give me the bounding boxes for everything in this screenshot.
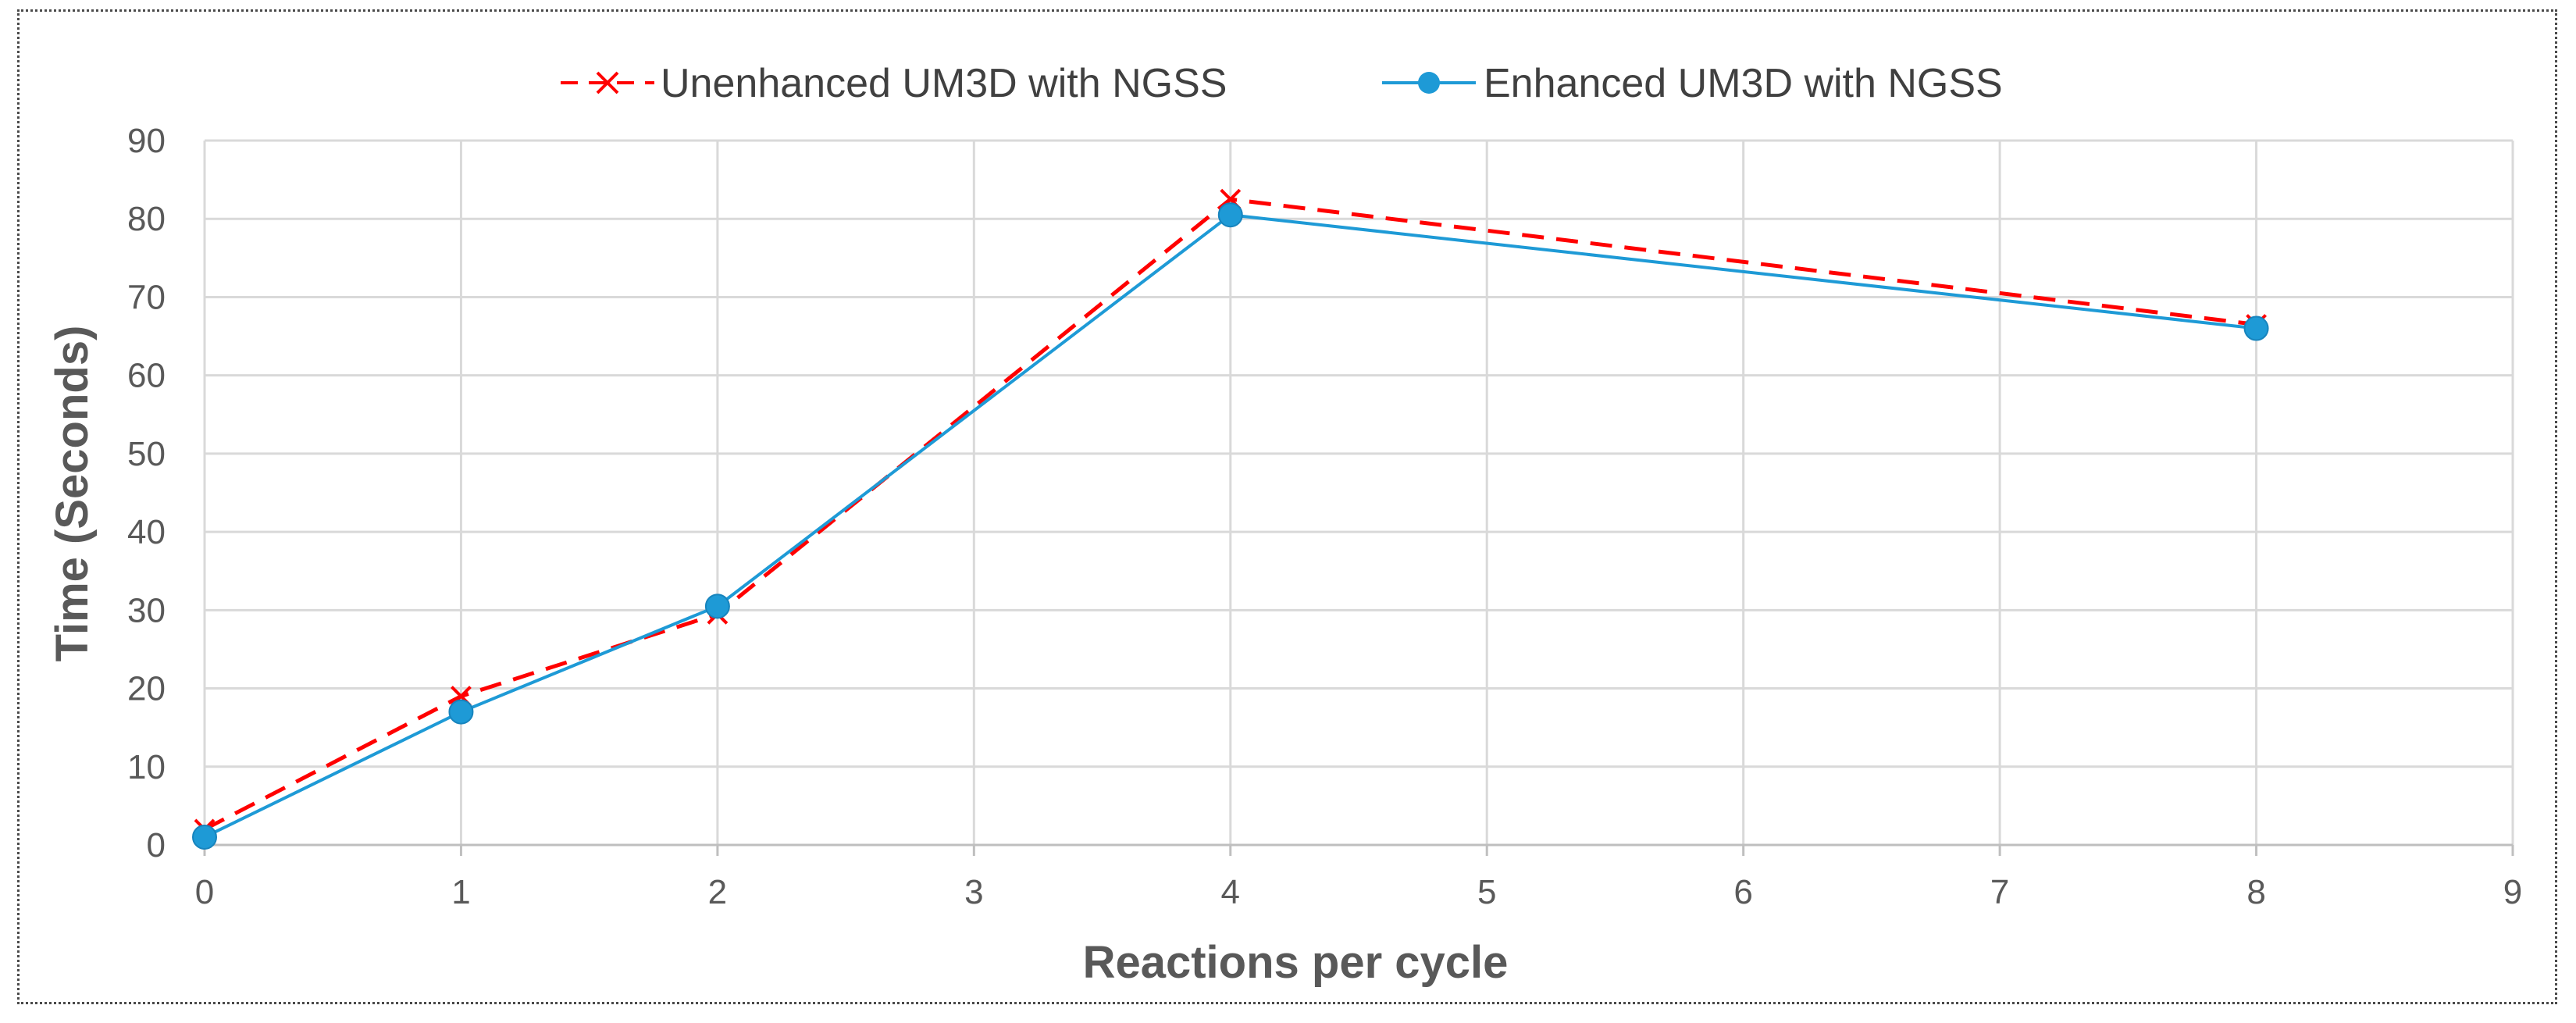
data-point-enhanced-1 (448, 699, 474, 725)
y-tick-label-20: 20 (127, 670, 166, 708)
series-markers (192, 188, 2269, 850)
chart-frame (17, 9, 2557, 1004)
y-tick-label-30: 30 (127, 591, 166, 629)
x-tick-label-5: 5 (1477, 873, 1496, 911)
y-axis-title: Time (Seconds) (47, 326, 98, 662)
y-tick-label-70: 70 (127, 278, 166, 316)
x-tick-label-6: 6 (1733, 873, 1752, 911)
y-tick-label-90: 90 (127, 122, 166, 160)
x-tick-label-4: 4 (1221, 873, 1240, 911)
x-tick-label-1: 1 (451, 873, 470, 911)
gridlines (203, 139, 2514, 847)
x-tick-label-2: 2 (708, 873, 727, 911)
legend-marker-unenhanced (596, 71, 619, 94)
y-tick-label-80: 80 (127, 200, 166, 238)
legend-item-unenhanced: Unenhanced UM3D with NGSS (561, 61, 1227, 106)
data-point-enhanced-4 (1217, 202, 1243, 228)
x-tick-label-0: 0 (195, 873, 214, 911)
y-tick-label-10: 10 (127, 748, 166, 786)
x-tick-label-9: 9 (2503, 873, 2522, 911)
data-point-enhanced-8 (2243, 315, 2269, 341)
legend-label-unenhanced: Unenhanced UM3D with NGSS (661, 61, 1227, 106)
legend-x-marker-stroke (596, 71, 619, 94)
y-tick-label-50: 50 (127, 435, 166, 473)
legend: Unenhanced UM3D with NGSS Enhanced UM3D … (561, 61, 2003, 106)
legend-marker-enhanced (1418, 72, 1440, 94)
y-tick-label-0: 0 (147, 826, 166, 864)
data-point-enhanced-2 (704, 593, 730, 619)
axes: 0 10 20 30 40 50 60 70 80 90 0 1 2 3 4 5 6 7 8 9 (127, 122, 2522, 911)
x-tick-label-3: 3 (964, 873, 983, 911)
x-axis-title: Reactions per cycle (1083, 937, 1509, 988)
data-point-enhanced-0 (192, 824, 217, 850)
y-tick-label-40: 40 (127, 513, 166, 551)
y-tick-label-60: 60 (127, 357, 166, 395)
x-tick-label-7: 7 (1990, 873, 2009, 911)
legend-item-enhanced: Enhanced UM3D with NGSS (1382, 61, 2003, 106)
legend-label-enhanced: Enhanced UM3D with NGSS (1484, 61, 2003, 106)
x-tick-label-8: 8 (2246, 873, 2265, 911)
